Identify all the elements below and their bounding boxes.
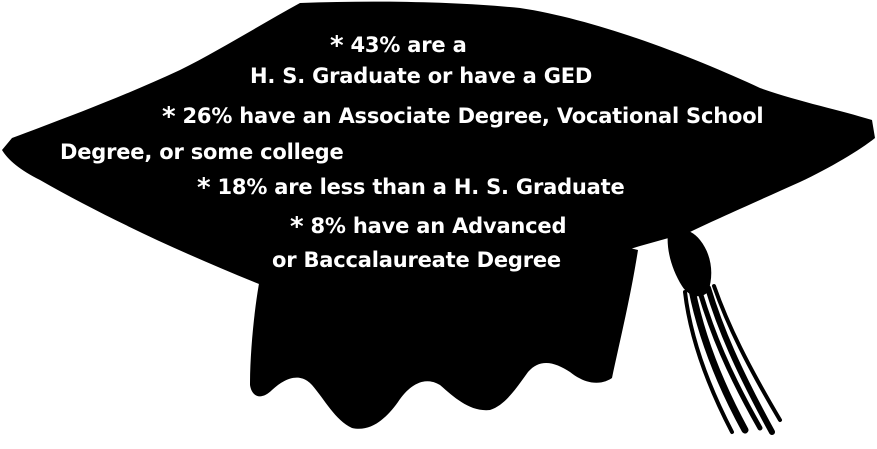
bullet-star: * — [290, 212, 304, 242]
stat-line-1: * 43% are a — [330, 31, 467, 61]
stat-line-7: or Baccalaureate Degree — [272, 248, 561, 272]
bullet-star: * — [330, 31, 344, 61]
cap-board — [2, 1, 875, 301]
stat-line-4: Degree, or some college — [60, 140, 344, 164]
tassel-strands — [683, 284, 782, 435]
stat-text-less-than-hs: 18% are less than a H. S. Graduate — [210, 175, 625, 199]
stat-text-advanced-cont: or Baccalaureate Degree — [272, 248, 561, 272]
stat-line-3: * 26% have an Associate Degree, Vocation… — [162, 102, 764, 132]
stat-text-hs-graduate: 43% are a — [343, 33, 467, 57]
bullet-star: * — [197, 173, 211, 203]
bullet-star: * — [162, 102, 176, 132]
stat-line-2: H. S. Graduate or have a GED — [250, 64, 592, 88]
stat-line-6: * 8% have an Advanced — [290, 212, 567, 242]
stat-text-associate: 26% have an Associate Degree, Vocational… — [175, 104, 764, 128]
cap-skull — [250, 248, 638, 429]
stat-text-associate-cont: Degree, or some college — [60, 140, 344, 164]
stat-text-advanced: 8% have an Advanced — [303, 214, 567, 238]
tassel-cord — [667, 229, 712, 297]
stat-text-hs-graduate-cont: H. S. Graduate or have a GED — [250, 64, 593, 88]
stat-line-5: * 18% are less than a H. S. Graduate — [197, 173, 625, 203]
